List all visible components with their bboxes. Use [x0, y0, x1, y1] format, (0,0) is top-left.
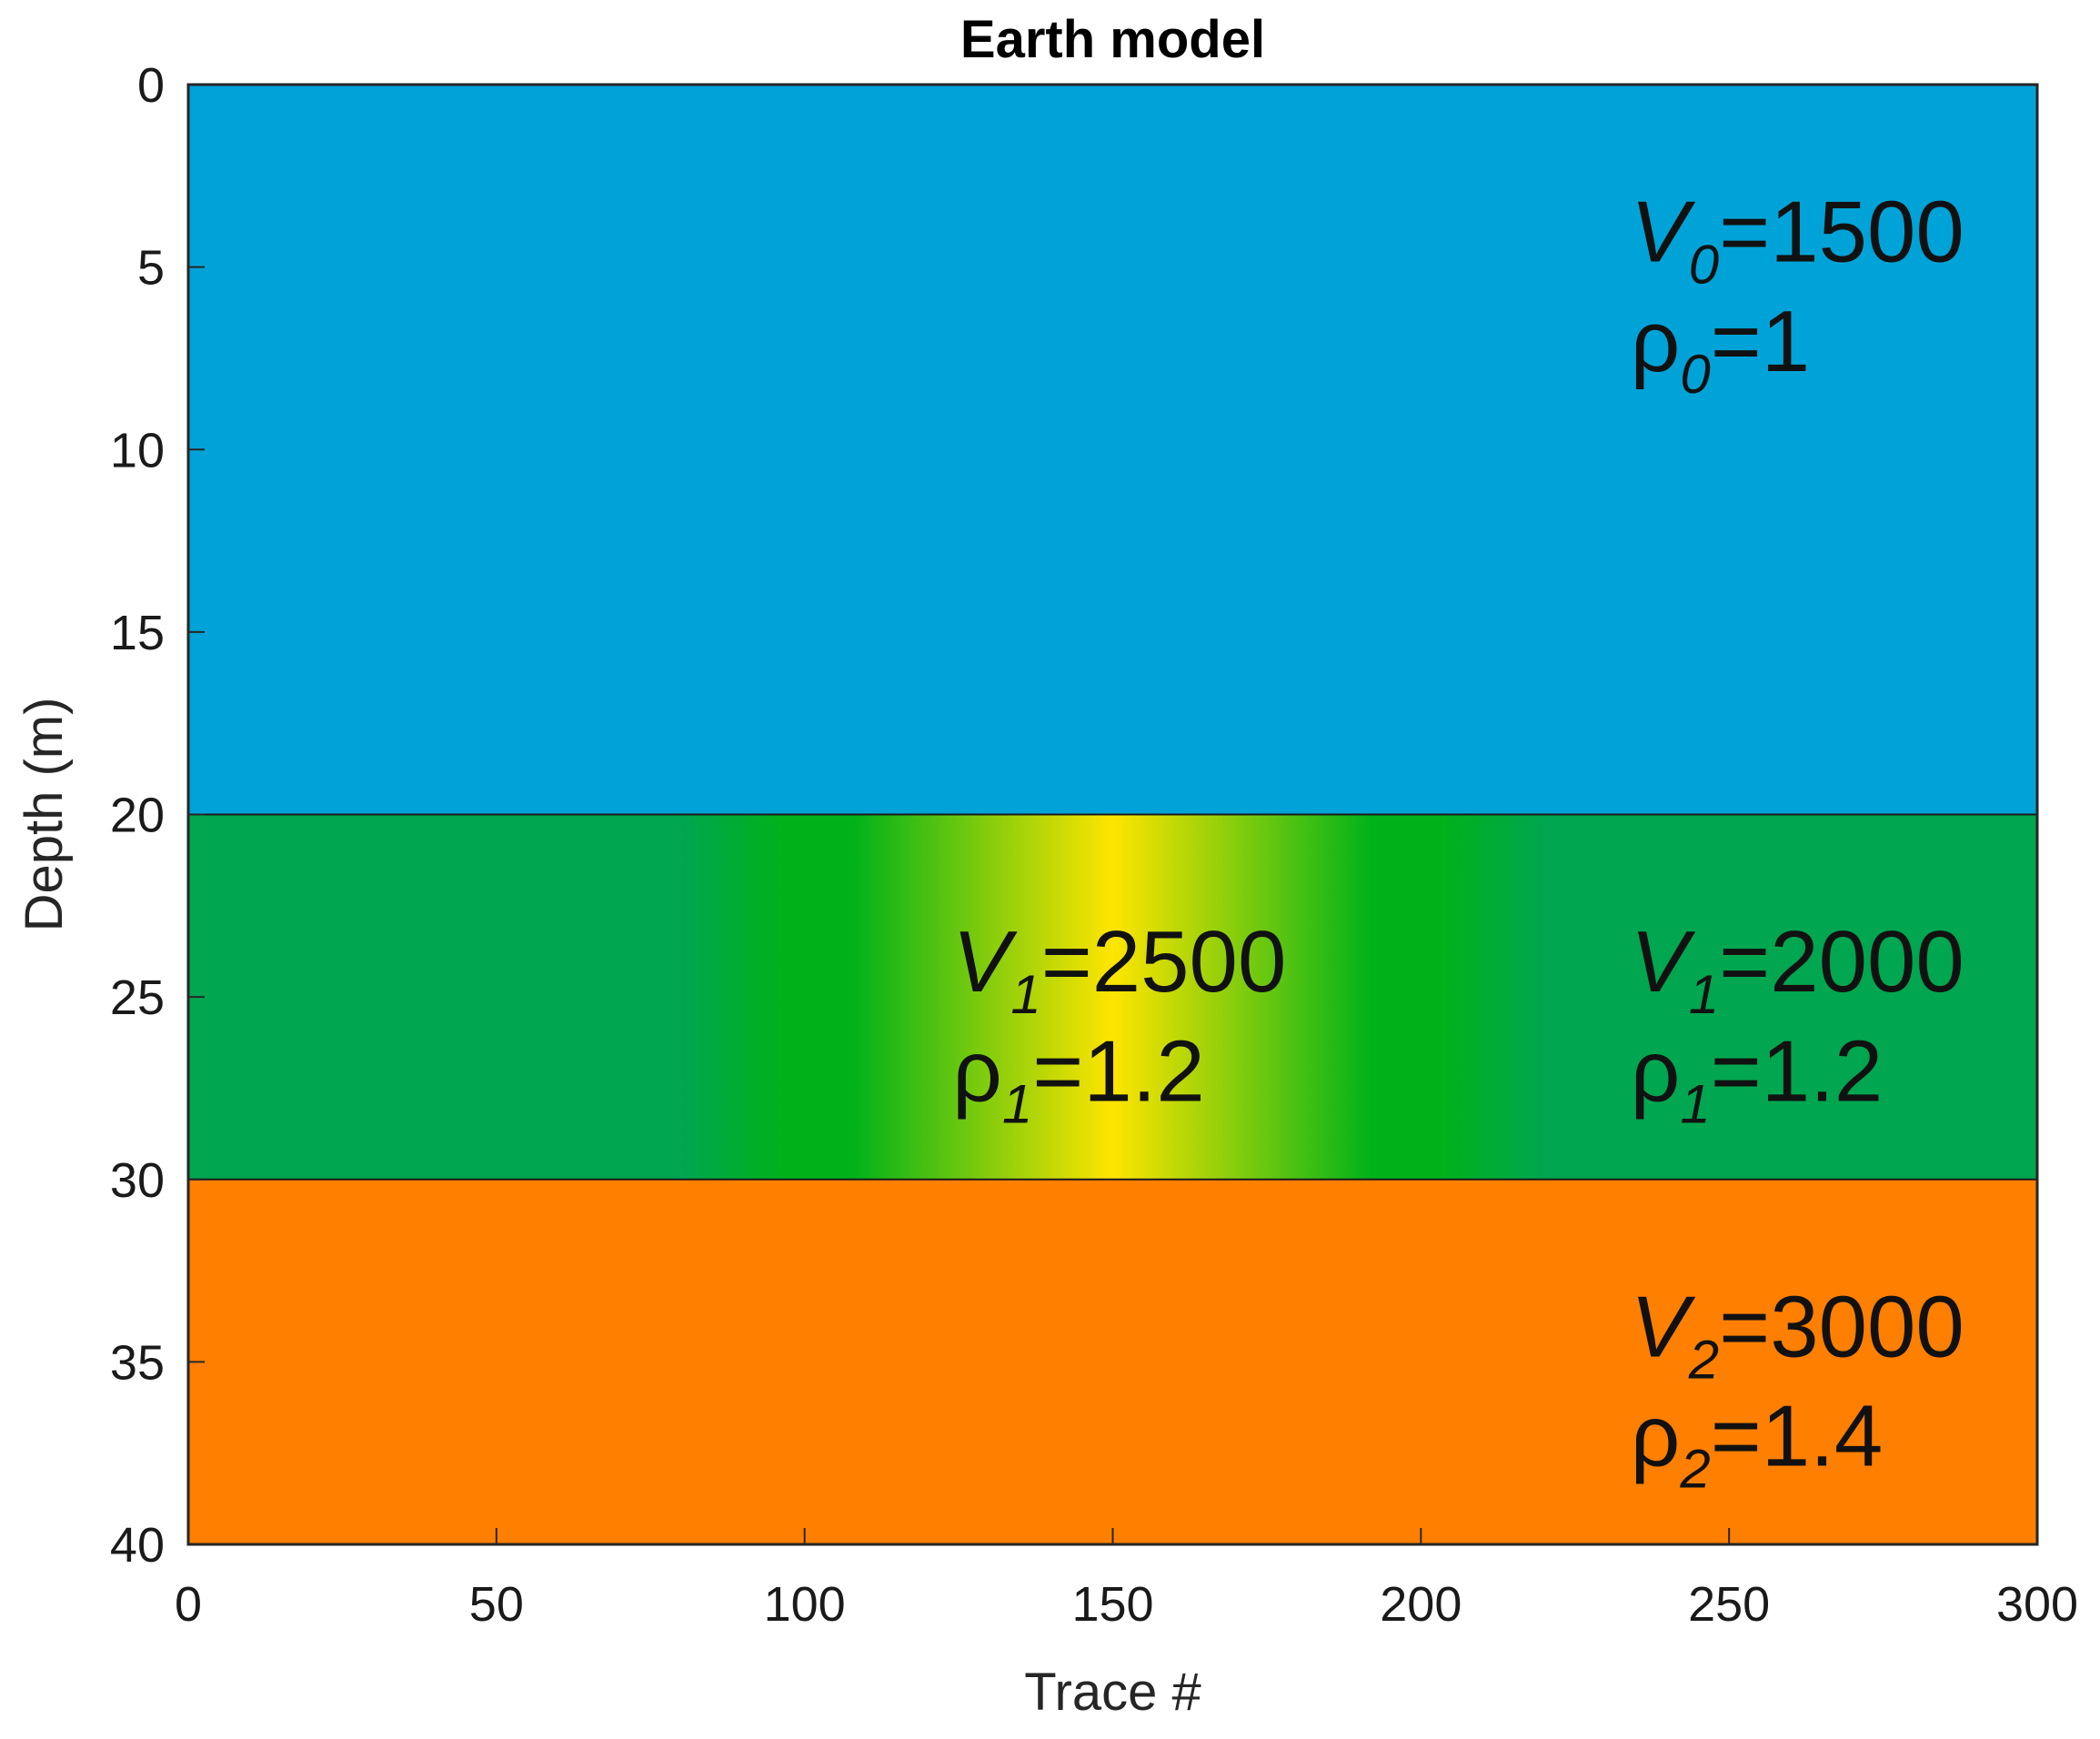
annotation-subscript: 1: [1010, 964, 1040, 1025]
annotation-value: =1.4: [1711, 1388, 1884, 1485]
annotation-v1-anom: V1=2500: [952, 913, 1286, 1025]
annotation-rho1: ρ1=1.2: [1631, 1022, 1884, 1134]
layer-0: [188, 85, 2037, 815]
annotation-symbol: V: [952, 913, 1018, 1010]
annotations: V0=1500ρ0=1V1=2500ρ1=1.2V1=2000ρ1=1.2V2=…: [952, 184, 1964, 1500]
chart-title: Earth model: [960, 10, 1265, 69]
x-tick-label: 300: [1996, 1577, 2078, 1632]
annotation-symbol: V: [1631, 913, 1696, 1010]
y-tick-label: 20: [110, 789, 165, 843]
annotation-subscript: 2: [1679, 1439, 1710, 1500]
x-tick-label: 150: [1071, 1577, 1153, 1632]
annotation-subscript: 1: [1680, 1073, 1710, 1134]
annotation-subscript: 1: [1689, 964, 1719, 1025]
annotation-v2: V2=3000: [1631, 1278, 1964, 1390]
y-axis: 0 5 10 15 20 25 30 35 40: [110, 58, 205, 1573]
annotation-subscript: 0: [1680, 344, 1710, 405]
annotation-v0: V0=1500: [1631, 184, 1964, 296]
layer-2: [188, 1179, 2037, 1544]
annotation-symbol: ρ: [952, 1022, 1002, 1120]
annotation-value: =1.2: [1711, 1022, 1884, 1120]
annotation-value: =1500: [1719, 184, 1964, 281]
annotation-value: =2000: [1719, 913, 1964, 1010]
annotation-rho2: ρ2=1.4: [1631, 1388, 1884, 1500]
annotation-symbol: V: [1631, 184, 1696, 281]
y-tick-label: 30: [110, 1153, 165, 1208]
annotation-symbol: V: [1631, 1278, 1696, 1375]
x-tick-label: 200: [1380, 1577, 1462, 1632]
x-tick-label: 0: [175, 1577, 202, 1632]
annotation-value: =3000: [1719, 1278, 1964, 1375]
y-tick-label: 10: [110, 423, 165, 477]
annotation-rho0: ρ0=1: [1631, 293, 1810, 405]
annotation-rho1-anom: ρ1=1.2: [952, 1022, 1205, 1134]
y-tick-label: 5: [137, 241, 165, 296]
annotation-v1: V1=2000: [1631, 913, 1964, 1025]
annotation-subscript: 1: [1002, 1073, 1032, 1134]
annotation-subscript: 2: [1688, 1329, 1719, 1390]
velocity-anomaly: [681, 814, 1544, 1180]
y-tick-label: 40: [110, 1518, 165, 1573]
x-tick-label: 250: [1688, 1577, 1770, 1632]
y-tick-label: 25: [110, 970, 165, 1025]
x-axis: 0 50 100 150 200 250 300: [175, 1528, 2078, 1632]
y-tick-label: 0: [137, 58, 165, 113]
annotation-value: =2500: [1041, 913, 1287, 1010]
annotation-symbol: ρ: [1631, 1388, 1681, 1485]
annotation-value: =1.2: [1032, 1022, 1205, 1120]
annotation-symbol: ρ: [1631, 1022, 1681, 1120]
y-axis-label: Depth (m): [15, 698, 74, 932]
y-tick-label: 15: [110, 606, 165, 660]
annotation-value: =1: [1711, 293, 1810, 390]
plot-area: [188, 85, 2037, 1544]
x-tick-label: 100: [764, 1577, 846, 1632]
annotation-subscript: 0: [1689, 235, 1719, 296]
y-tick-label: 35: [110, 1335, 165, 1390]
annotation-symbol: ρ: [1631, 293, 1681, 390]
x-axis-label: Trace #: [1024, 1663, 1201, 1722]
x-tick-label: 50: [469, 1577, 524, 1632]
